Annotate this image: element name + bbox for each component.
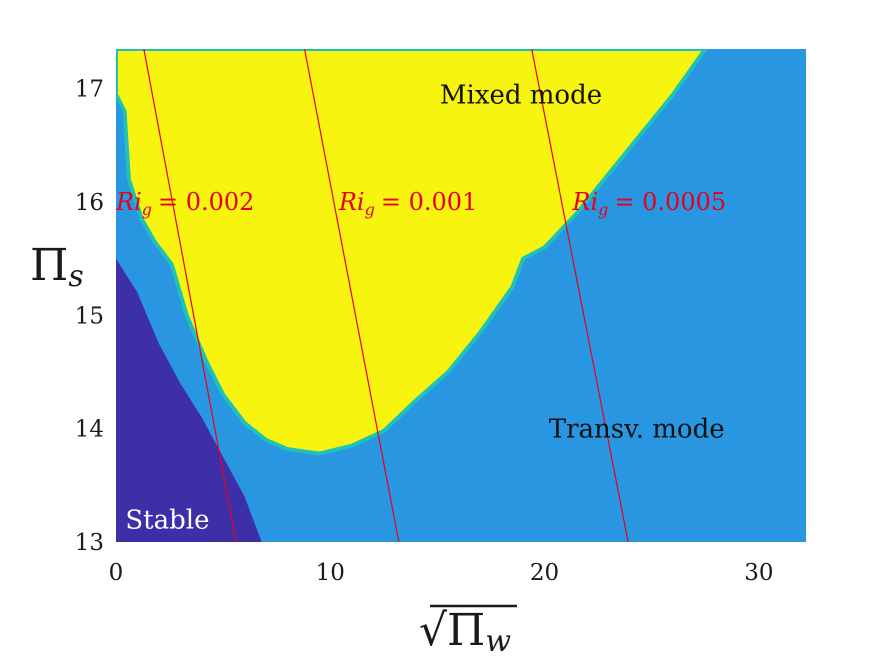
ri-line-3 bbox=[531, 49, 629, 542]
ri-line-2 bbox=[303, 49, 400, 542]
x-tick-label: 30 bbox=[744, 560, 773, 586]
ri-line-1 bbox=[143, 49, 237, 542]
ri-label-2: Rig = 0.001 bbox=[338, 188, 477, 219]
ri-labels: Rig = 0.002 Rig = 0.001 Rig = 0.0005 bbox=[115, 188, 726, 219]
y-tick-label: 17 bbox=[75, 77, 104, 103]
x-axis-ticks: 0 10 20 30 bbox=[109, 560, 774, 586]
mixed-label: Mixed mode bbox=[440, 80, 602, 110]
y-axis-ticks: 13 14 15 16 17 bbox=[75, 77, 104, 556]
mixed-mode-region bbox=[116, 49, 708, 456]
y-tick-label: 14 bbox=[75, 417, 104, 443]
y-axis-label: Πs bbox=[30, 240, 84, 294]
x-tick-label: 0 bbox=[109, 560, 124, 586]
x-tick-label: 10 bbox=[316, 560, 345, 586]
ri-lines bbox=[143, 49, 629, 542]
region-labels: Stable Transv. mode Mixed mode bbox=[125, 80, 724, 535]
y-tick-label: 16 bbox=[75, 190, 104, 216]
x-tick-label: 20 bbox=[530, 560, 559, 586]
stable-region bbox=[116, 258, 262, 542]
y-tick-label: 15 bbox=[75, 303, 104, 329]
ri-label-3: Rig = 0.0005 bbox=[571, 188, 726, 219]
heatmap-area bbox=[116, 49, 806, 542]
y-tick-label: 13 bbox=[75, 530, 104, 556]
ri-label-1: Rig = 0.002 bbox=[115, 188, 254, 219]
transverse-label: Transv. mode bbox=[549, 415, 725, 445]
stable-label: Stable bbox=[125, 505, 209, 535]
x-axis-label: √Πw bbox=[419, 605, 511, 659]
